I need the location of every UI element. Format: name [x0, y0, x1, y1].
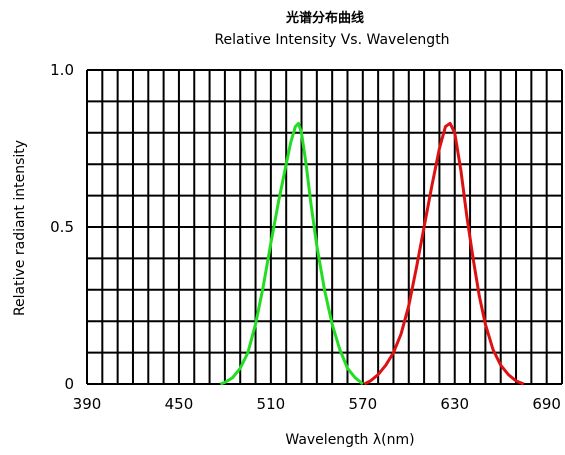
y-tick-label: 0: [64, 375, 74, 393]
x-tick-label: 450: [165, 395, 194, 413]
x-tick-label: 570: [348, 395, 377, 413]
y-axis-label: Relative radiant intensity: [12, 140, 28, 316]
chart-series: [219, 121, 525, 386]
x-tick-label: 630: [440, 395, 469, 413]
chart-subtitle: Relative Intensity Vs. Wavelength: [214, 32, 449, 48]
y-tick-label: 0.5: [50, 218, 74, 236]
y-tick-labels: 0 0.5 1.0: [50, 61, 74, 393]
x-tick-label: 390: [73, 395, 102, 413]
x-tick-label: 510: [257, 395, 286, 413]
y-tick-label: 1.0: [50, 61, 74, 79]
x-axis-label: Wavelength λ(nm): [285, 432, 414, 448]
x-tick-labels: 390 450 510 570 630 690: [73, 395, 561, 413]
series-line-2: [363, 121, 525, 386]
series-line-1: [219, 121, 364, 386]
x-tick-label: 690: [532, 395, 561, 413]
chart-grid: [86, 69, 563, 385]
chart-title: 光谱分布曲线: [285, 10, 364, 26]
